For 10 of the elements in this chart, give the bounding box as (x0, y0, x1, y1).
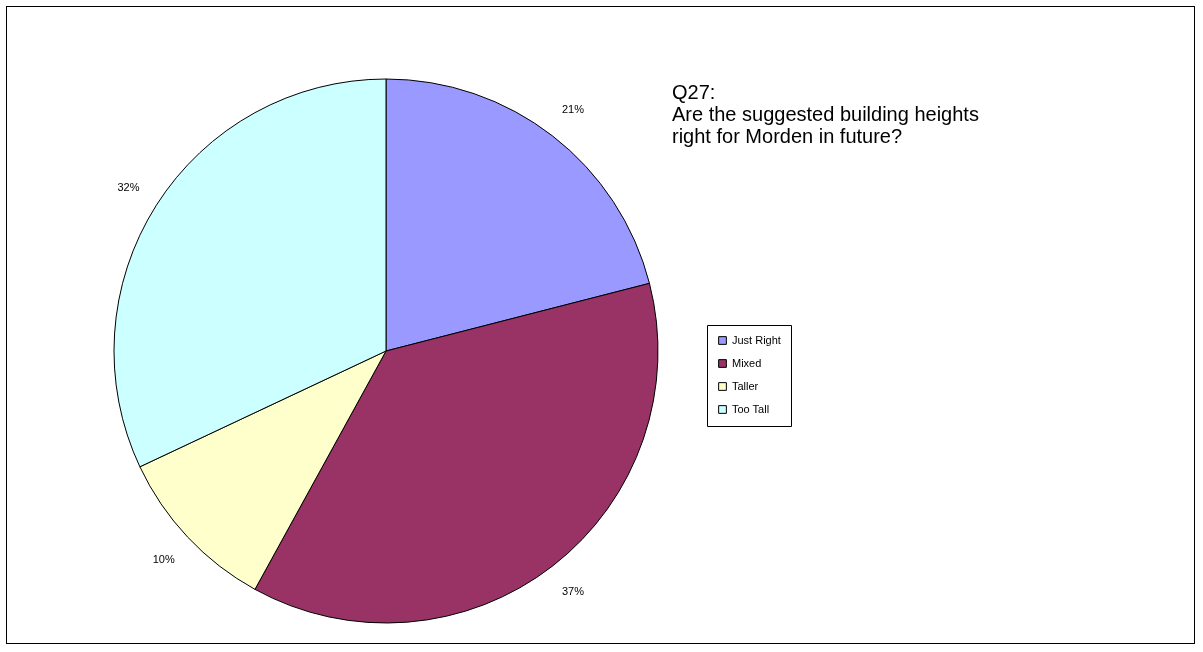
data-label: 21% (561, 103, 585, 115)
legend-label: Taller (732, 379, 759, 392)
chart-title: Q27: (672, 81, 716, 103)
data-label: 10% (152, 552, 175, 565)
legend-label: Just Right (732, 333, 781, 346)
data-label: 32% (117, 180, 140, 193)
legend-label: Mixed (732, 356, 762, 369)
legend-label: Too Tall (732, 402, 770, 415)
text: Are the suggested building heights right for Morden in future? (672, 103, 979, 147)
data-label: 37% (561, 585, 585, 597)
